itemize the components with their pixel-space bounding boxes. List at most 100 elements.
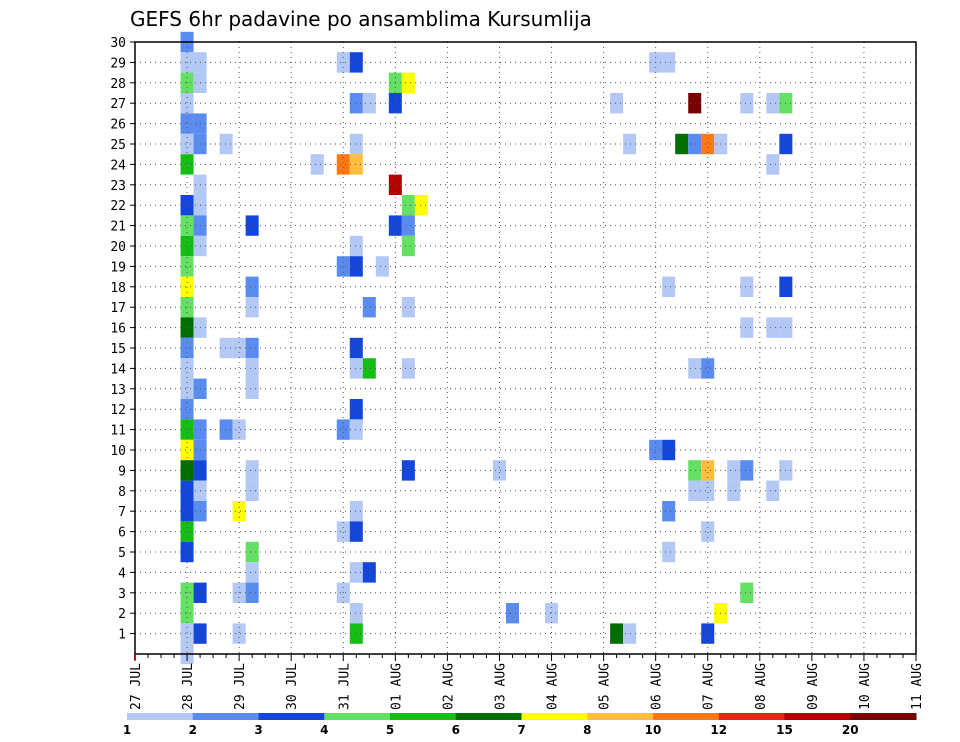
heatmap-cell xyxy=(180,256,194,277)
heatmap-cell xyxy=(688,358,702,379)
heatmap-cell xyxy=(401,235,415,257)
heatmap-cell xyxy=(180,501,194,522)
y-tick-label: 26 xyxy=(110,118,126,133)
heatmap-cell xyxy=(623,623,637,644)
y-tick-label: 7 xyxy=(118,505,126,520)
x-tick-label: 28 JUL xyxy=(181,663,196,710)
heatmap-cell xyxy=(232,419,246,440)
legend-label: 4 xyxy=(320,723,328,737)
y-tick-label: 24 xyxy=(110,158,126,173)
y-tick-label: 21 xyxy=(110,220,126,235)
heatmap-cell xyxy=(375,256,389,277)
heatmap-cell xyxy=(688,460,702,481)
chart-title: GEFS 6hr padavine po ansamblima Kursumli… xyxy=(130,7,592,31)
heatmap-cell xyxy=(362,297,376,318)
heatmap-cell xyxy=(545,603,559,624)
heatmap-cell xyxy=(245,378,259,399)
heatmap-cell xyxy=(701,521,715,542)
legend-label: 20 xyxy=(842,723,859,737)
heatmap-cell xyxy=(349,623,363,644)
y-tick-label: 25 xyxy=(110,138,126,153)
legend-swatch xyxy=(324,713,391,720)
legend-label: 5 xyxy=(386,723,394,737)
heatmap-cell xyxy=(180,235,194,257)
y-tick-label: 9 xyxy=(118,464,126,479)
heatmap-cell xyxy=(766,93,780,114)
heatmap-cell xyxy=(362,358,376,379)
heatmap-cell xyxy=(349,501,363,522)
legend-label: 3 xyxy=(254,723,262,737)
heatmap-cell xyxy=(245,215,259,236)
x-tick-label: 07 AUG xyxy=(702,663,717,710)
heatmap-cell xyxy=(245,460,259,481)
x-axis: 27 JUL 28 JUL 29 JUL 30 JUL 31 JUL 01 AUG 02 A… xyxy=(129,654,925,710)
heatmap-cell xyxy=(180,133,194,155)
heatmap-cell xyxy=(349,562,363,583)
legend-swatch xyxy=(784,713,851,720)
legend-label: 2 xyxy=(189,723,197,737)
heatmap-cell xyxy=(180,215,194,236)
x-tick-label: 27 JUL xyxy=(129,663,144,710)
heatmap-cell xyxy=(688,133,702,155)
legend-swatch xyxy=(258,713,325,720)
x-tick-label: 31 JUL xyxy=(337,663,352,710)
heatmap-cell xyxy=(662,439,676,461)
y-tick-label: 19 xyxy=(110,260,126,275)
heatmap-cell xyxy=(180,603,194,624)
heatmap-cell xyxy=(401,72,415,93)
heatmap-cell xyxy=(245,276,259,297)
heatmap-cell xyxy=(492,460,506,481)
heatmap-cell xyxy=(401,460,415,481)
heatmap-cell xyxy=(740,460,754,481)
y-tick-label: 20 xyxy=(110,240,126,255)
heatmap-cell xyxy=(610,623,624,644)
heatmap-cell xyxy=(701,480,715,501)
heatmap-cell xyxy=(675,133,689,155)
heatmap-cell xyxy=(219,337,233,359)
heatmap-cell xyxy=(701,460,715,481)
heatmap-cell xyxy=(336,419,350,440)
heatmap-cell xyxy=(349,603,363,624)
y-tick-label: 30 xyxy=(110,36,126,51)
heatmap-cell xyxy=(180,93,194,114)
y-tick-label: 22 xyxy=(110,199,126,214)
heatmap-cell xyxy=(349,256,363,277)
heatmap-cell xyxy=(766,317,780,338)
heatmap-cell xyxy=(180,439,194,461)
heatmap-cell xyxy=(349,93,363,114)
x-tick-label: 05 AUG xyxy=(598,663,613,710)
heatmap-cell xyxy=(623,133,637,155)
y-tick-label: 18 xyxy=(110,281,126,296)
heatmap-cell xyxy=(349,399,363,420)
heatmap-cell xyxy=(232,501,246,522)
heatmap-cell xyxy=(740,317,754,338)
y-tick-label: 29 xyxy=(110,56,126,71)
y-axis: 1234567891011121314151617181920212223242… xyxy=(110,36,135,643)
heatmap-cell xyxy=(219,419,233,440)
y-tick-label: 8 xyxy=(118,485,126,500)
legend-swatch xyxy=(192,713,259,720)
y-tick-label: 11 xyxy=(110,424,126,439)
heatmap-cell xyxy=(180,460,194,481)
x-tick-label: 03 AUG xyxy=(493,663,508,710)
heatmap-cell xyxy=(232,623,246,644)
heatmap-cell xyxy=(245,480,259,501)
legend-swatch xyxy=(587,713,654,720)
heatmap-cell xyxy=(349,358,363,379)
y-tick-label: 14 xyxy=(110,362,126,377)
heatmap-cell xyxy=(727,460,741,481)
y-tick-label: 12 xyxy=(110,403,126,418)
heatmap-cell xyxy=(362,562,376,583)
heatmap-cell xyxy=(401,297,415,318)
heatmap-cell xyxy=(362,93,376,114)
heatmap-cell xyxy=(662,276,676,297)
heatmap-cell xyxy=(180,378,194,399)
heatmap-cell xyxy=(662,501,676,522)
heatmap-cell xyxy=(180,480,194,501)
legend-swatch xyxy=(127,713,194,720)
heatmap-cell xyxy=(610,93,624,114)
legend-swatch xyxy=(455,713,522,720)
heatmap-cell xyxy=(336,256,350,277)
y-tick-label: 15 xyxy=(110,342,126,357)
